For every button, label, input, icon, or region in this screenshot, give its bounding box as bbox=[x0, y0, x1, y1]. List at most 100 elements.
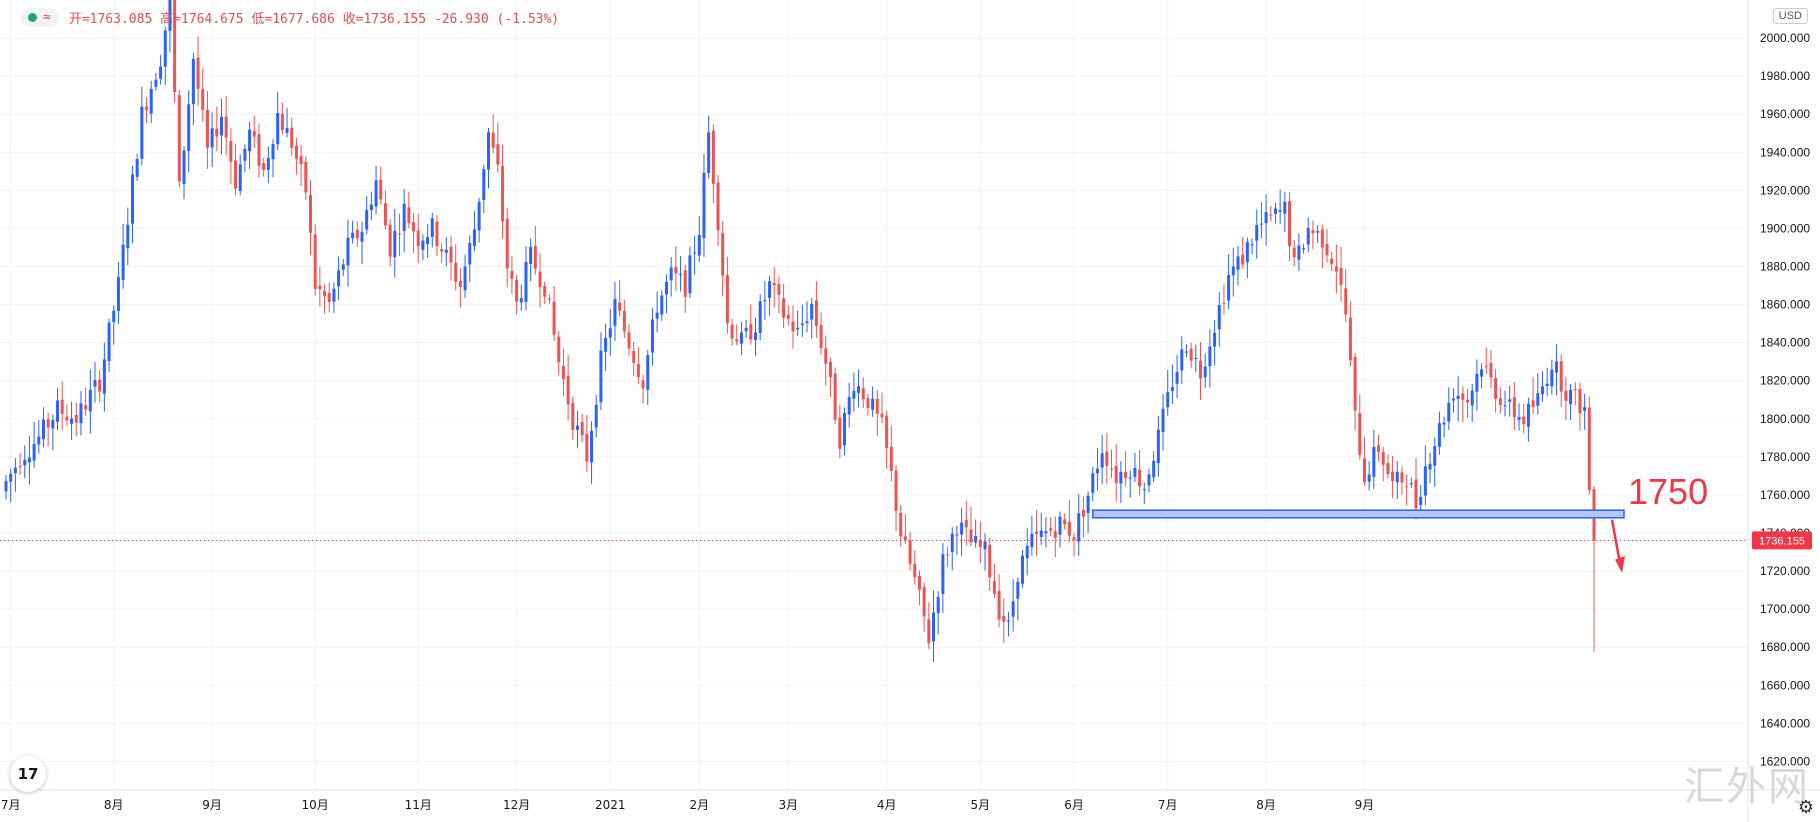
candle-body bbox=[1166, 392, 1170, 408]
candle-body bbox=[1199, 360, 1203, 379]
candle-body bbox=[744, 327, 748, 332]
candle-body bbox=[585, 433, 589, 462]
candle-body bbox=[1391, 471, 1395, 482]
y-tick-label: 2000.000 bbox=[1760, 31, 1810, 45]
candle-body bbox=[1353, 356, 1357, 411]
candle-body bbox=[505, 218, 509, 269]
candle-body bbox=[397, 233, 401, 235]
candle-body bbox=[936, 596, 940, 614]
candle-body bbox=[257, 134, 261, 166]
candle-body bbox=[276, 112, 280, 145]
annotation-label: 1750 bbox=[1628, 471, 1708, 512]
candle-body bbox=[941, 554, 945, 594]
candle-body bbox=[1377, 445, 1381, 452]
symbol-pill[interactable]: ≈ bbox=[20, 7, 59, 27]
candle-body bbox=[280, 113, 284, 131]
candle-body bbox=[1433, 446, 1437, 466]
candle-body bbox=[758, 301, 762, 333]
x-tick-label: 5月 bbox=[971, 798, 991, 812]
candle-body bbox=[1428, 463, 1432, 470]
candle-body bbox=[791, 321, 795, 332]
candle-body bbox=[271, 144, 275, 160]
dot-icon bbox=[28, 12, 37, 22]
y-tick-label: 1860.000 bbox=[1760, 298, 1810, 312]
candle-body bbox=[679, 273, 683, 275]
candle-body bbox=[1362, 458, 1366, 483]
candle-body bbox=[426, 237, 430, 244]
candle-body bbox=[1067, 521, 1071, 536]
candle-body bbox=[950, 533, 954, 553]
candle-body bbox=[337, 270, 341, 287]
candle-body bbox=[1302, 248, 1306, 250]
candle-body bbox=[730, 324, 734, 339]
candle-body bbox=[594, 404, 598, 428]
candle-body bbox=[1231, 266, 1235, 276]
candle-body bbox=[847, 397, 851, 415]
y-tick-label: 1720.000 bbox=[1760, 564, 1810, 578]
candle-body bbox=[693, 252, 697, 254]
candle-body bbox=[182, 150, 186, 185]
candle-body bbox=[444, 249, 448, 253]
candle-body bbox=[1405, 486, 1409, 488]
candle-body bbox=[84, 405, 88, 410]
candle-body bbox=[37, 436, 41, 445]
candle-body bbox=[65, 416, 69, 421]
candle-body bbox=[772, 282, 776, 286]
y-tick-label: 1640.000 bbox=[1760, 716, 1810, 730]
candle-body bbox=[402, 203, 406, 231]
candle-body bbox=[964, 519, 968, 528]
candle-body bbox=[219, 116, 223, 136]
gear-icon[interactable]: ⚙ bbox=[1797, 797, 1814, 818]
candle-body bbox=[51, 419, 55, 429]
candle-body bbox=[318, 285, 322, 290]
currency-button[interactable]: USD bbox=[1772, 8, 1808, 24]
candle-body bbox=[323, 290, 327, 297]
candle-body bbox=[1578, 389, 1582, 414]
annotation-arrow-head bbox=[1615, 555, 1625, 573]
candle-body bbox=[988, 544, 992, 578]
x-tick-label: 8月 bbox=[104, 798, 124, 812]
candle-body bbox=[721, 233, 725, 276]
candle-body bbox=[1573, 389, 1577, 391]
candle-body bbox=[1264, 212, 1268, 224]
y-tick-label: 1900.000 bbox=[1760, 221, 1810, 235]
watermark-text: 汇外网 bbox=[1684, 764, 1810, 810]
candle-body bbox=[140, 106, 144, 159]
candle-body bbox=[1114, 465, 1118, 483]
candle-body bbox=[135, 159, 139, 177]
candle-body bbox=[304, 161, 308, 193]
candle-body bbox=[290, 127, 294, 148]
candle-body bbox=[1531, 400, 1535, 408]
candle-body bbox=[1320, 229, 1324, 248]
y-tick-label: 1780.000 bbox=[1760, 450, 1810, 464]
candle-body bbox=[1583, 407, 1587, 411]
tradingview-logo[interactable]: 17 bbox=[10, 756, 46, 792]
candle-body bbox=[1395, 471, 1399, 483]
candle-body bbox=[1297, 245, 1301, 260]
candle-body bbox=[1170, 387, 1174, 392]
candle-body bbox=[1283, 201, 1287, 214]
candle-body bbox=[590, 430, 594, 463]
x-tick-label: 6月 bbox=[1064, 798, 1084, 812]
candle-body bbox=[716, 182, 720, 231]
candle-body bbox=[98, 379, 102, 392]
candle-body bbox=[1217, 305, 1221, 330]
candle-body bbox=[763, 300, 767, 302]
candle-body bbox=[711, 130, 715, 184]
candle-body bbox=[191, 58, 195, 105]
candle-body bbox=[969, 529, 973, 543]
candle-body bbox=[234, 160, 238, 189]
candle-body bbox=[1021, 555, 1025, 584]
y-tick-label: 1620.000 bbox=[1760, 754, 1810, 768]
candle-body bbox=[1081, 509, 1085, 517]
candle-body bbox=[1339, 267, 1343, 285]
candle-body bbox=[908, 540, 912, 564]
candle-body bbox=[1569, 389, 1573, 405]
candle-body bbox=[383, 203, 387, 226]
y-tick-label: 1700.000 bbox=[1760, 602, 1810, 616]
candle-body bbox=[1035, 531, 1039, 534]
x-tick-label: 3月 bbox=[778, 798, 798, 812]
candle-body bbox=[1189, 348, 1193, 361]
